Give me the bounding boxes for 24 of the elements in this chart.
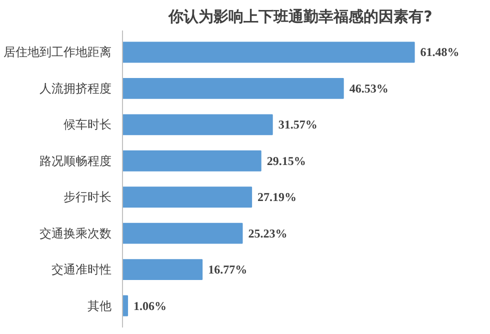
chart-title: 你认为影响上下班通勤幸福感的因素有? (168, 8, 432, 26)
bar (122, 78, 344, 99)
y-tick-label: 交通换乘次数 (40, 226, 112, 240)
data-label: 27.19% (258, 190, 297, 204)
data-label: 46.53% (349, 81, 388, 96)
y-tick-label: 交通准时性 (52, 262, 112, 277)
data-label: 61.48% (420, 45, 460, 60)
data-label: 1.06% (134, 298, 167, 313)
bar (122, 114, 273, 136)
y-tick-label: 候车时长 (64, 118, 112, 132)
y-tick-label: 路况顺畅程度 (40, 154, 112, 168)
y-tick-label: 人流拥挤程度 (40, 81, 112, 96)
bar (122, 150, 262, 172)
y-tick-label: 步行时长 (64, 190, 112, 204)
bar (122, 222, 243, 244)
bar (122, 186, 252, 208)
bar (122, 259, 203, 280)
data-label: 31.57% (278, 118, 318, 132)
data-label: 25.23% (248, 226, 288, 240)
data-label: 29.15% (266, 154, 306, 168)
y-tick-label: 居住地到工作地距离 (4, 45, 112, 60)
y-tick-label: 其他 (88, 298, 112, 313)
bar (122, 42, 415, 63)
data-label: 16.77% (208, 262, 248, 277)
